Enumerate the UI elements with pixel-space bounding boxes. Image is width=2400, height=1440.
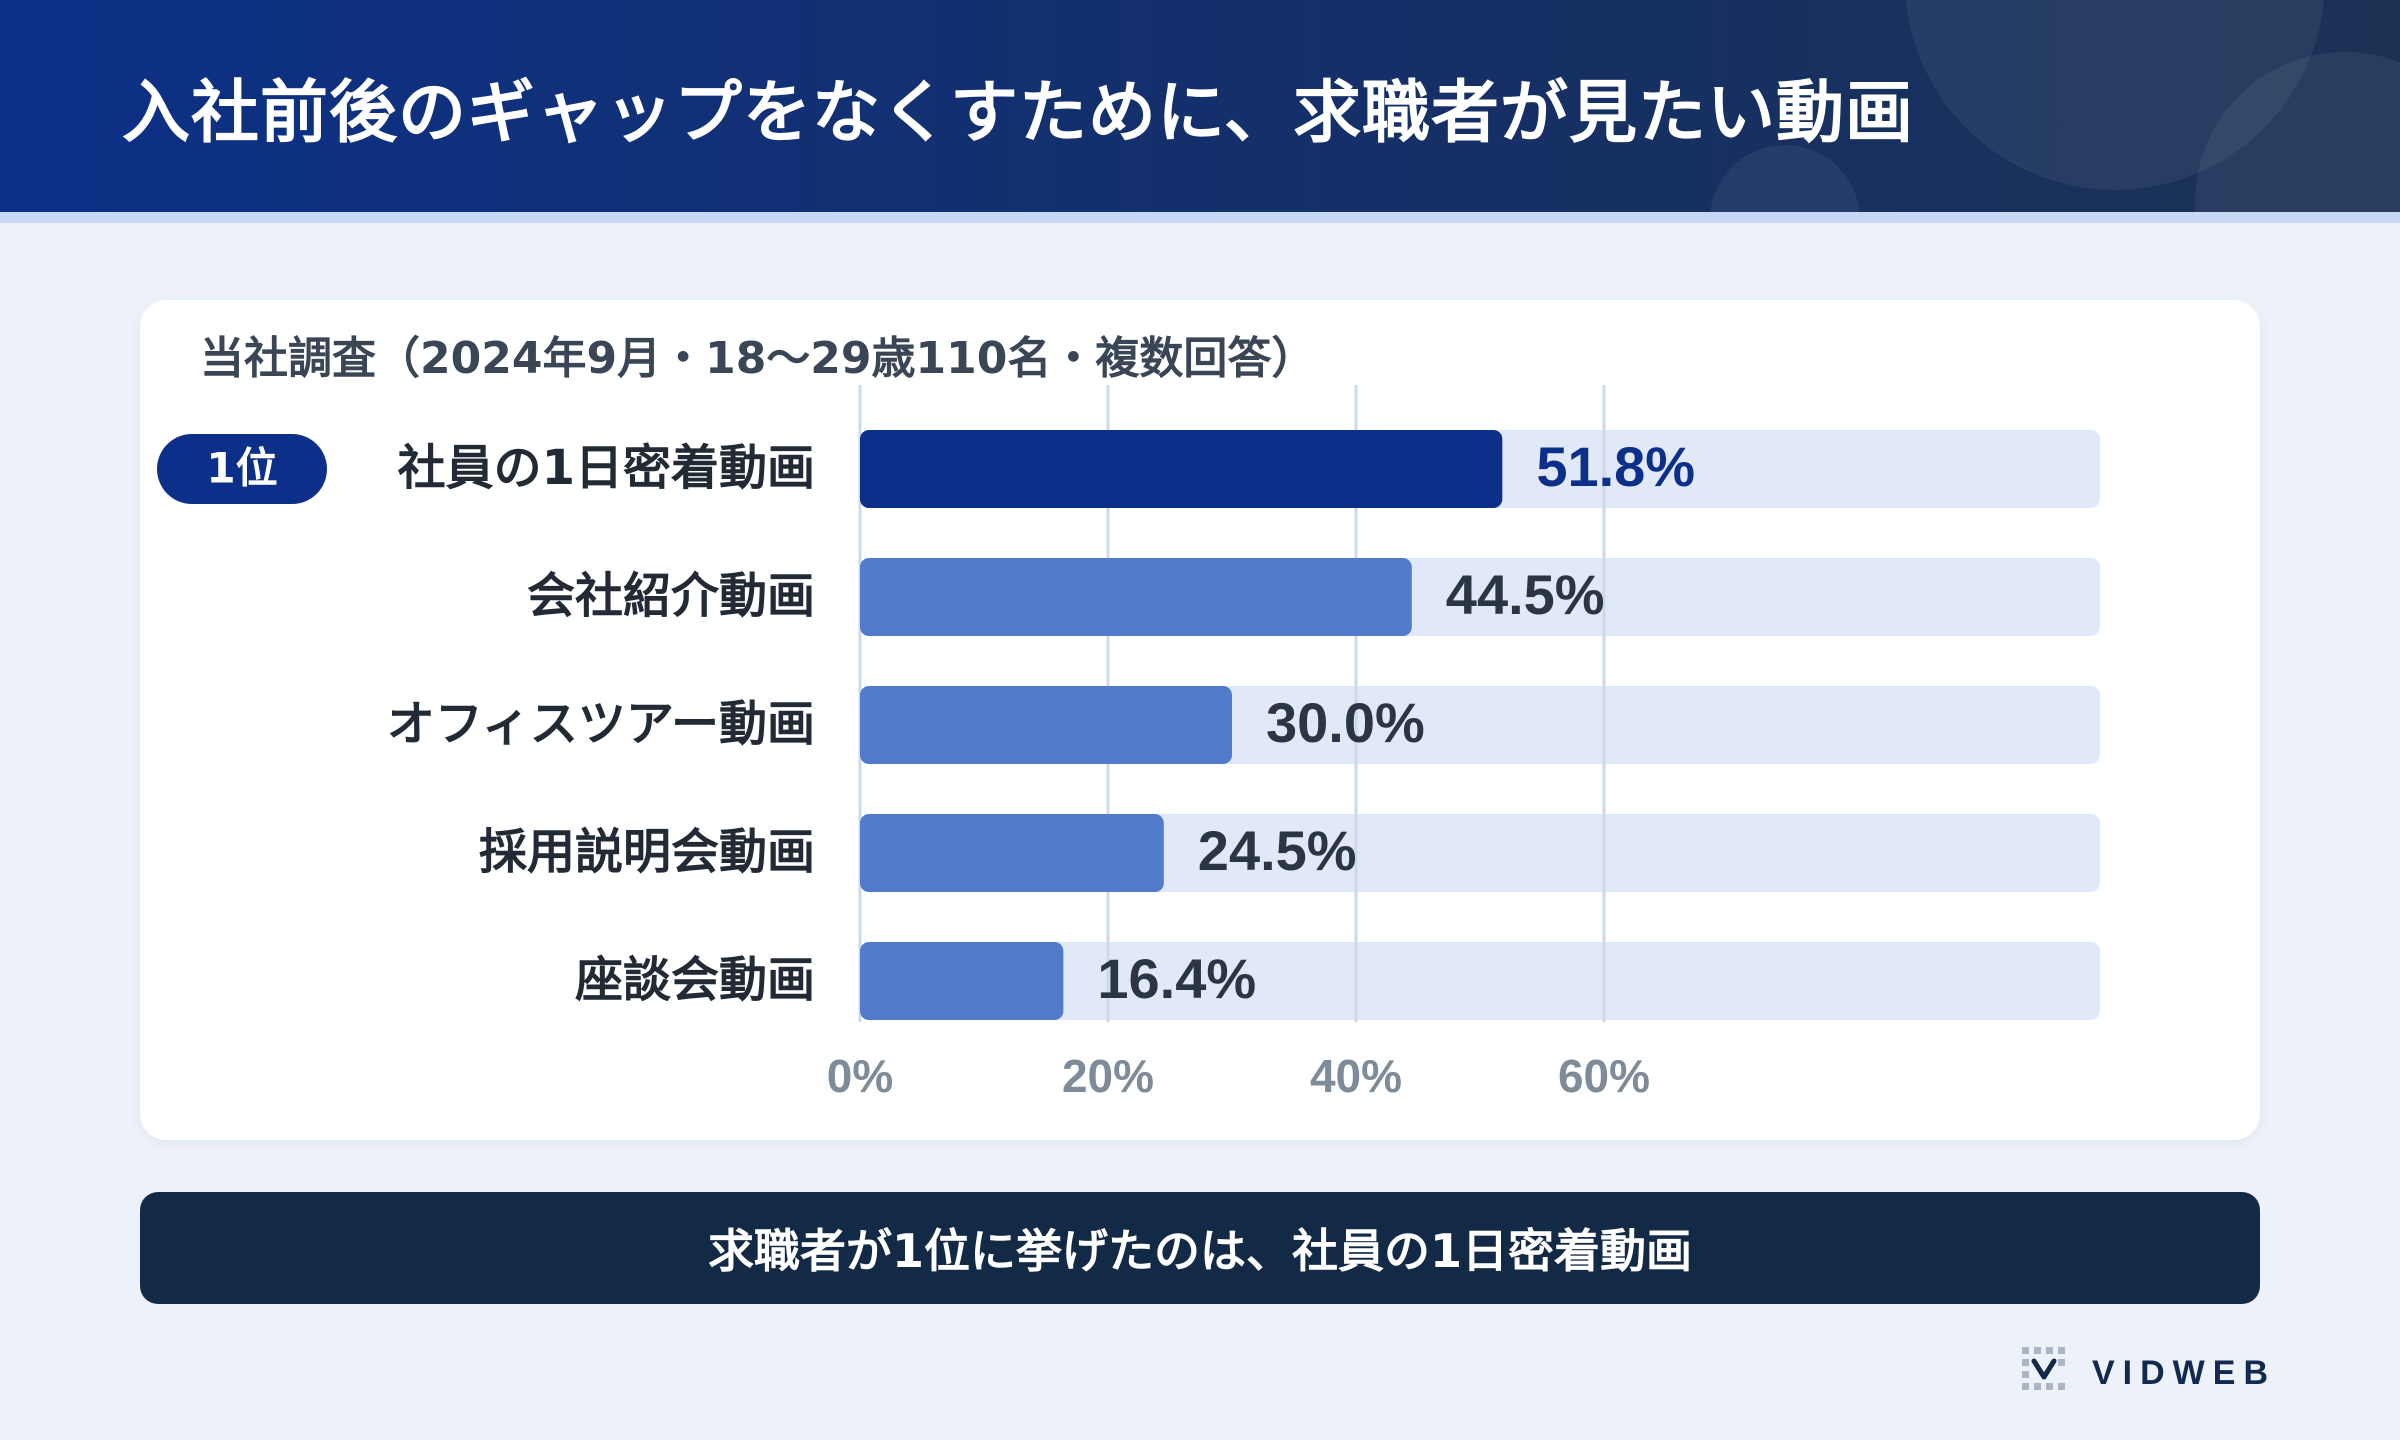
data-label: 51.8% (1536, 435, 1695, 498)
summary-banner: 求職者が1位に挙げたのは、社員の1日密着動画 (140, 1192, 2260, 1304)
data-label: 44.5% (1446, 563, 1605, 626)
bar (860, 430, 1503, 508)
category-label: オフィスツアー動画 (387, 696, 815, 752)
data-label: 24.5% (1198, 819, 1357, 882)
x-tick-label: 20% (1062, 1050, 1154, 1102)
vidweb-logo: VIDWEB (2020, 1345, 2276, 1401)
rank-badge-label: 1位 (206, 444, 277, 493)
category-label: 採用説明会動画 (479, 824, 815, 880)
category-label: 会社紹介動画 (527, 568, 815, 624)
vidweb-logo-text: VIDWEB (2092, 1353, 2276, 1392)
data-label: 16.4% (1097, 947, 1256, 1010)
header-banner: 入社前後のギャップをなくすために、求職者が見たい動画 (0, 0, 2400, 212)
category-label: 社員の1日密着動画 (398, 440, 815, 496)
bar-track (860, 814, 2100, 892)
header-accent-strip (0, 212, 2400, 223)
data-label: 30.0% (1266, 691, 1425, 754)
x-tick-label: 60% (1558, 1050, 1650, 1102)
bar (860, 942, 1064, 1020)
bar-track (860, 942, 2100, 1020)
x-tick-label: 40% (1310, 1050, 1402, 1102)
rank-badge (157, 434, 327, 504)
survey-note: 当社調査（2024年9月・18〜29歳110名・複数回答） (200, 333, 1316, 384)
category-label: 座談会動画 (575, 952, 815, 1008)
vidweb-logo-icon (2022, 1347, 2065, 1390)
summary-text: 求職者が1位に挙げたのは、社員の1日密着動画 (707, 1224, 1692, 1278)
bar (860, 686, 1232, 764)
x-tick-label: 0% (827, 1050, 893, 1102)
bar (860, 814, 1164, 892)
bar (860, 558, 1412, 636)
page-title: 入社前後のギャップをなくすために、求職者が見たい動画 (122, 73, 1914, 153)
